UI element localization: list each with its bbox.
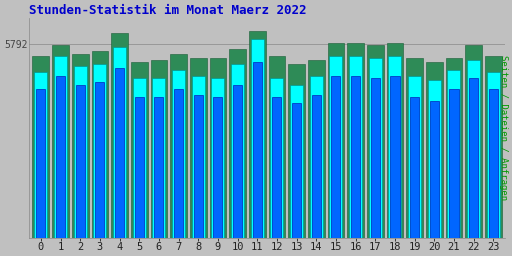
Bar <box>191 76 205 238</box>
Bar <box>190 58 206 238</box>
Bar <box>445 58 462 238</box>
Bar <box>268 56 285 238</box>
Bar <box>450 89 459 238</box>
Bar <box>252 62 262 238</box>
Bar <box>72 54 89 238</box>
Bar <box>76 84 85 238</box>
Bar <box>328 43 344 238</box>
Bar <box>371 78 380 238</box>
Bar <box>209 58 226 238</box>
Bar <box>115 68 124 238</box>
Bar <box>52 45 69 238</box>
Bar <box>406 58 423 238</box>
Bar <box>428 80 441 238</box>
Bar <box>488 89 498 238</box>
Bar <box>135 97 144 238</box>
Bar <box>487 72 500 238</box>
Bar <box>133 78 146 238</box>
Text: Stunden-Statistik im Monat Maerz 2022: Stunden-Statistik im Monat Maerz 2022 <box>29 4 307 17</box>
Bar <box>113 47 126 238</box>
Bar <box>93 64 106 238</box>
Bar <box>369 58 382 238</box>
Bar <box>111 33 128 238</box>
Bar <box>312 95 321 238</box>
Bar <box>349 56 362 238</box>
Bar <box>308 60 325 238</box>
Bar <box>170 54 187 238</box>
Bar <box>329 56 343 238</box>
Bar <box>331 76 340 238</box>
Bar <box>251 39 264 238</box>
Bar <box>233 84 242 238</box>
Bar <box>249 31 266 238</box>
Bar <box>54 56 67 238</box>
Bar <box>390 76 399 238</box>
Bar <box>74 66 87 238</box>
Bar <box>447 70 460 238</box>
Bar <box>467 60 480 238</box>
Bar <box>426 62 442 238</box>
Bar <box>174 89 183 238</box>
Bar <box>389 56 401 238</box>
Bar <box>131 62 147 238</box>
Bar <box>92 51 108 238</box>
Bar <box>485 56 502 238</box>
Bar <box>408 76 421 238</box>
Bar <box>36 89 46 238</box>
Bar <box>270 78 284 238</box>
Bar <box>351 76 360 238</box>
Bar <box>367 45 383 238</box>
Bar <box>469 78 478 238</box>
Y-axis label: Seiten / Dateien / Anfragen: Seiten / Dateien / Anfragen <box>499 56 508 200</box>
Bar <box>288 64 305 238</box>
Bar <box>32 56 49 238</box>
Bar <box>292 103 301 238</box>
Bar <box>95 82 104 238</box>
Bar <box>151 60 167 238</box>
Bar <box>347 43 364 238</box>
Bar <box>430 101 439 238</box>
Bar <box>214 97 223 238</box>
Bar <box>410 97 419 238</box>
Bar <box>387 43 403 238</box>
Bar <box>272 97 282 238</box>
Bar <box>154 97 163 238</box>
Bar <box>34 72 48 238</box>
Bar <box>465 45 482 238</box>
Bar <box>211 78 224 238</box>
Bar <box>231 64 244 238</box>
Bar <box>153 78 165 238</box>
Bar <box>290 84 303 238</box>
Bar <box>310 76 323 238</box>
Bar <box>56 76 65 238</box>
Bar <box>194 95 203 238</box>
Bar <box>229 49 246 238</box>
Bar <box>172 70 185 238</box>
